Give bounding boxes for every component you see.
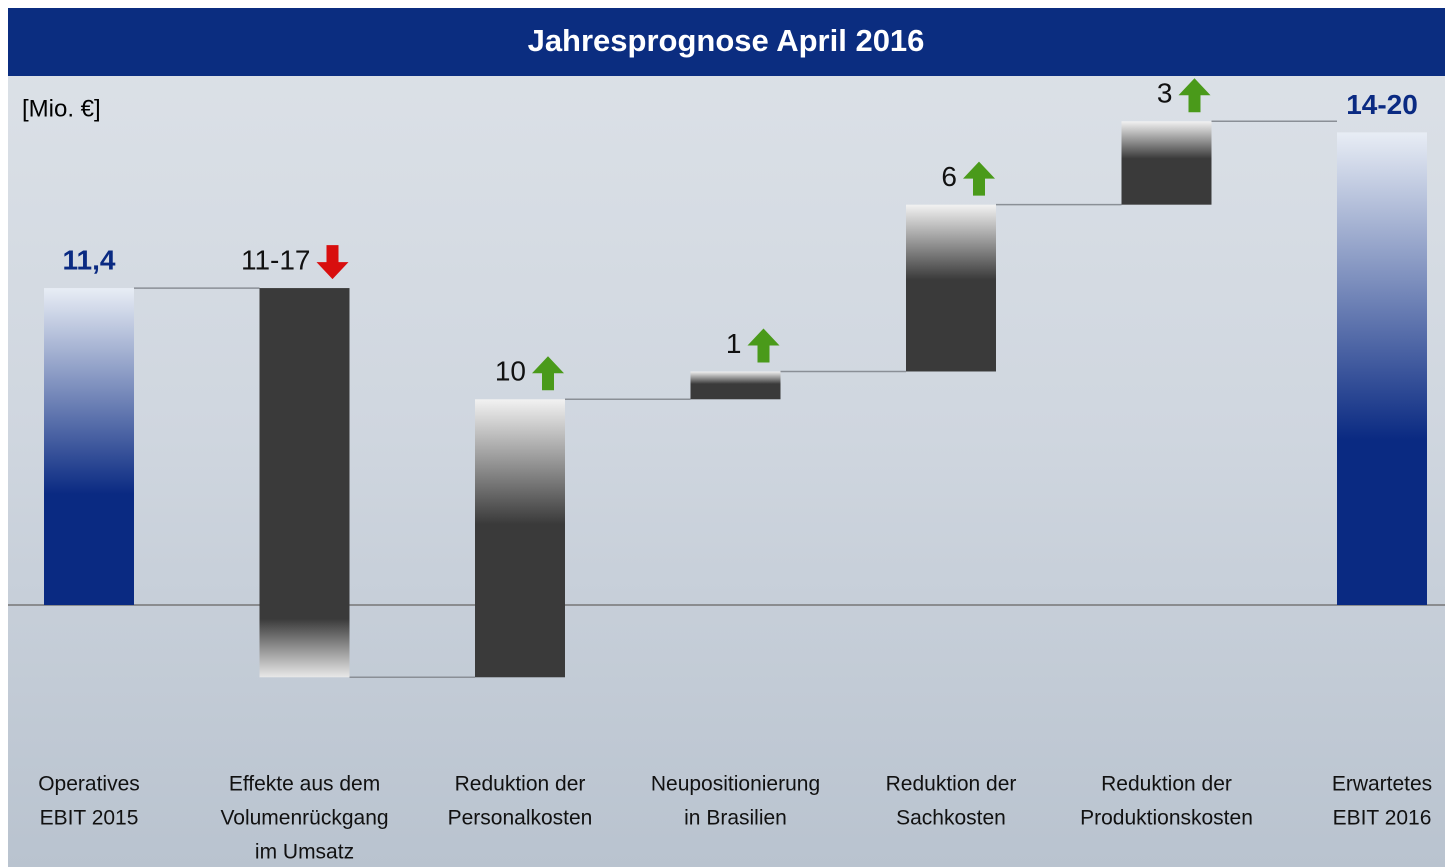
x-tick-label: EBIT 2015	[40, 807, 139, 830]
title-bar	[8, 8, 1445, 76]
value-label: 6	[941, 161, 957, 192]
x-tick-label: EBIT 2016	[1333, 807, 1432, 830]
x-tick-label: Personalkosten	[448, 807, 593, 830]
x-tick-label: Reduktion der	[455, 773, 586, 796]
value-label: 1	[726, 328, 742, 359]
bar	[1337, 132, 1427, 605]
plot-background	[8, 8, 1445, 867]
up-arrow	[747, 328, 780, 363]
value-label: 14-20	[1346, 89, 1418, 120]
down-arrow	[316, 245, 349, 280]
value-label: 11,4	[63, 244, 116, 275]
x-tick-label: Effekte aus dem	[229, 773, 380, 796]
bar	[44, 288, 134, 605]
value-label: 10	[495, 356, 526, 387]
x-tick-label: Erwartetes	[1332, 773, 1432, 796]
x-tick-label: Produktionskosten	[1080, 807, 1253, 830]
up-arrow	[1178, 78, 1211, 113]
value-label: 11-17	[241, 244, 311, 275]
x-tick-label: Sachkosten	[896, 807, 1006, 830]
x-tick-label: in Brasilien	[684, 807, 787, 830]
value-label: 3	[1157, 78, 1173, 109]
unit-label: [Mio. €]	[22, 95, 101, 122]
bar	[475, 399, 565, 678]
bar	[906, 204, 996, 372]
up-arrow	[963, 161, 995, 196]
bar	[690, 371, 781, 400]
bar	[1121, 121, 1212, 205]
chart-title: Jahresprognose April 2016	[528, 23, 925, 58]
x-tick-label: Operatives	[38, 773, 140, 796]
x-tick-label: Volumenrückgang	[220, 807, 388, 830]
x-tick-label: Reduktion der	[886, 773, 1017, 796]
x-tick-label: im Umsatz	[255, 841, 354, 864]
bar	[259, 288, 350, 678]
up-arrow	[532, 356, 564, 391]
x-tick-label: Reduktion der	[1101, 773, 1232, 796]
x-tick-label: Neupositionierung	[651, 773, 820, 796]
